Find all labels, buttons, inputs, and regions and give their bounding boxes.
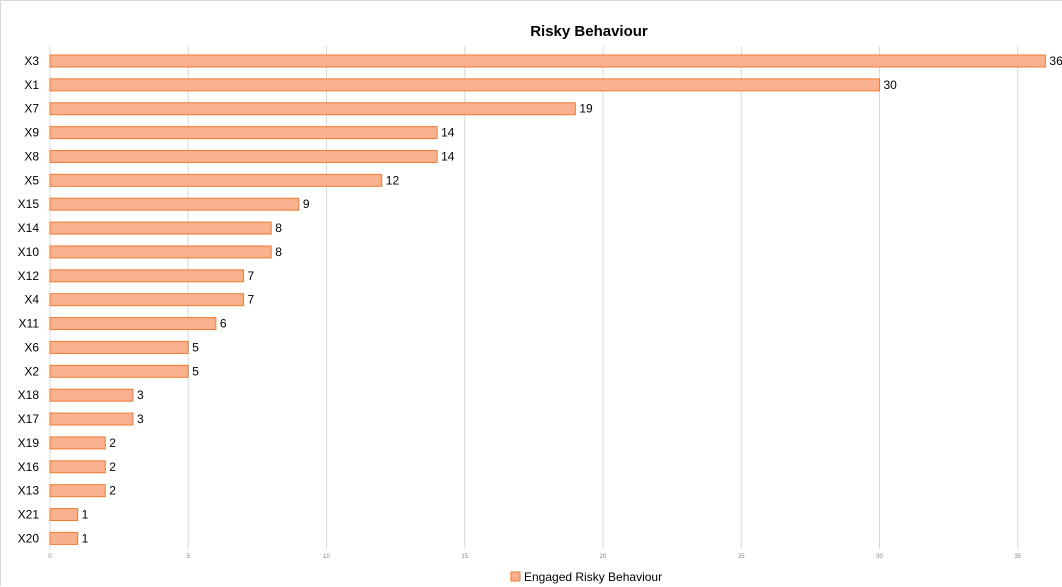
category-label: X4 xyxy=(24,293,39,307)
category-label: X13 xyxy=(18,484,40,498)
category-label: X3 xyxy=(24,54,39,68)
bar xyxy=(49,54,1046,68)
bar xyxy=(49,460,106,474)
x-axis-ticks: 0 5 10 15 20 25 30 35 xyxy=(48,554,1021,560)
category-label: X18 xyxy=(18,388,40,402)
x-tick-label: 5 xyxy=(187,554,191,560)
data-label: 36 xyxy=(1049,54,1062,68)
bar xyxy=(49,173,383,187)
data-label: 9 xyxy=(303,197,310,211)
data-label: 8 xyxy=(275,221,282,235)
data-label: 19 xyxy=(579,102,593,116)
bar xyxy=(49,412,134,426)
category-label: X1 xyxy=(24,78,39,92)
bar xyxy=(49,436,106,450)
data-label: 1 xyxy=(82,508,89,522)
category-labels: X3 X1 X7 X9 X8 X5 X15 X14 X10 X12 X4 X11 X6 X2 X18 X17 X… xyxy=(18,54,40,545)
data-label: 30 xyxy=(884,78,898,92)
bar xyxy=(49,78,880,92)
bar xyxy=(49,126,438,140)
data-label: 7 xyxy=(248,293,255,307)
category-label: X15 xyxy=(18,197,40,211)
x-tick-label: 15 xyxy=(461,554,468,560)
bar xyxy=(49,102,576,116)
legend-label: Engaged Risky Behaviour xyxy=(524,570,662,584)
category-label: X8 xyxy=(24,149,39,163)
bar xyxy=(49,364,189,378)
category-label: X5 xyxy=(24,173,39,187)
bar xyxy=(49,508,79,522)
data-label: 8 xyxy=(275,245,282,259)
category-label: X10 xyxy=(18,245,40,259)
chart-title: Risky Behaviour xyxy=(530,23,648,40)
data-label: 14 xyxy=(441,149,455,163)
category-label: X14 xyxy=(18,221,40,235)
bar xyxy=(49,269,245,283)
data-label: 6 xyxy=(220,317,227,331)
category-label: X9 xyxy=(24,126,39,140)
x-tick-label: 20 xyxy=(600,554,607,560)
bar xyxy=(49,149,438,163)
data-label: 12 xyxy=(386,173,400,187)
data-label: 2 xyxy=(109,436,116,450)
data-label: 7 xyxy=(248,269,255,283)
category-label: X2 xyxy=(24,364,39,378)
x-tick-label: 25 xyxy=(738,554,745,560)
x-tick-label: 0 xyxy=(48,554,52,560)
data-label: 5 xyxy=(192,364,199,378)
category-label: X16 xyxy=(18,460,40,474)
data-label: 3 xyxy=(137,388,144,402)
data-label: 3 xyxy=(137,412,144,426)
bar xyxy=(49,245,272,259)
data-label: 14 xyxy=(441,126,455,140)
legend: Engaged Risky Behaviour xyxy=(510,570,662,584)
category-label: X17 xyxy=(18,412,40,426)
bar xyxy=(49,221,272,235)
data-label: 1 xyxy=(82,531,89,545)
data-label: 2 xyxy=(109,484,116,498)
bar xyxy=(49,531,79,545)
category-label: X7 xyxy=(24,102,39,116)
bar xyxy=(49,197,300,211)
category-label: X19 xyxy=(18,436,40,450)
bars xyxy=(49,54,1046,545)
category-label: X12 xyxy=(18,269,40,283)
bar xyxy=(49,484,106,498)
bar xyxy=(49,317,217,331)
bar xyxy=(49,340,189,354)
bar xyxy=(49,293,245,307)
legend-swatch xyxy=(510,571,521,582)
bar xyxy=(49,388,134,402)
category-label: X21 xyxy=(18,508,40,522)
data-labels: 36 30 19 14 14 12 9 8 8 7 7 6 5 5 3 3 2 2 2 1 1 xyxy=(82,54,1062,545)
data-label: 5 xyxy=(192,340,199,354)
category-label: X20 xyxy=(18,531,40,545)
x-tick-label: 30 xyxy=(876,554,883,560)
data-label: 2 xyxy=(109,460,116,474)
x-tick-label: 10 xyxy=(323,554,330,560)
category-label: X6 xyxy=(24,340,39,354)
category-label: X11 xyxy=(19,317,40,331)
x-tick-label: 35 xyxy=(1014,554,1021,560)
